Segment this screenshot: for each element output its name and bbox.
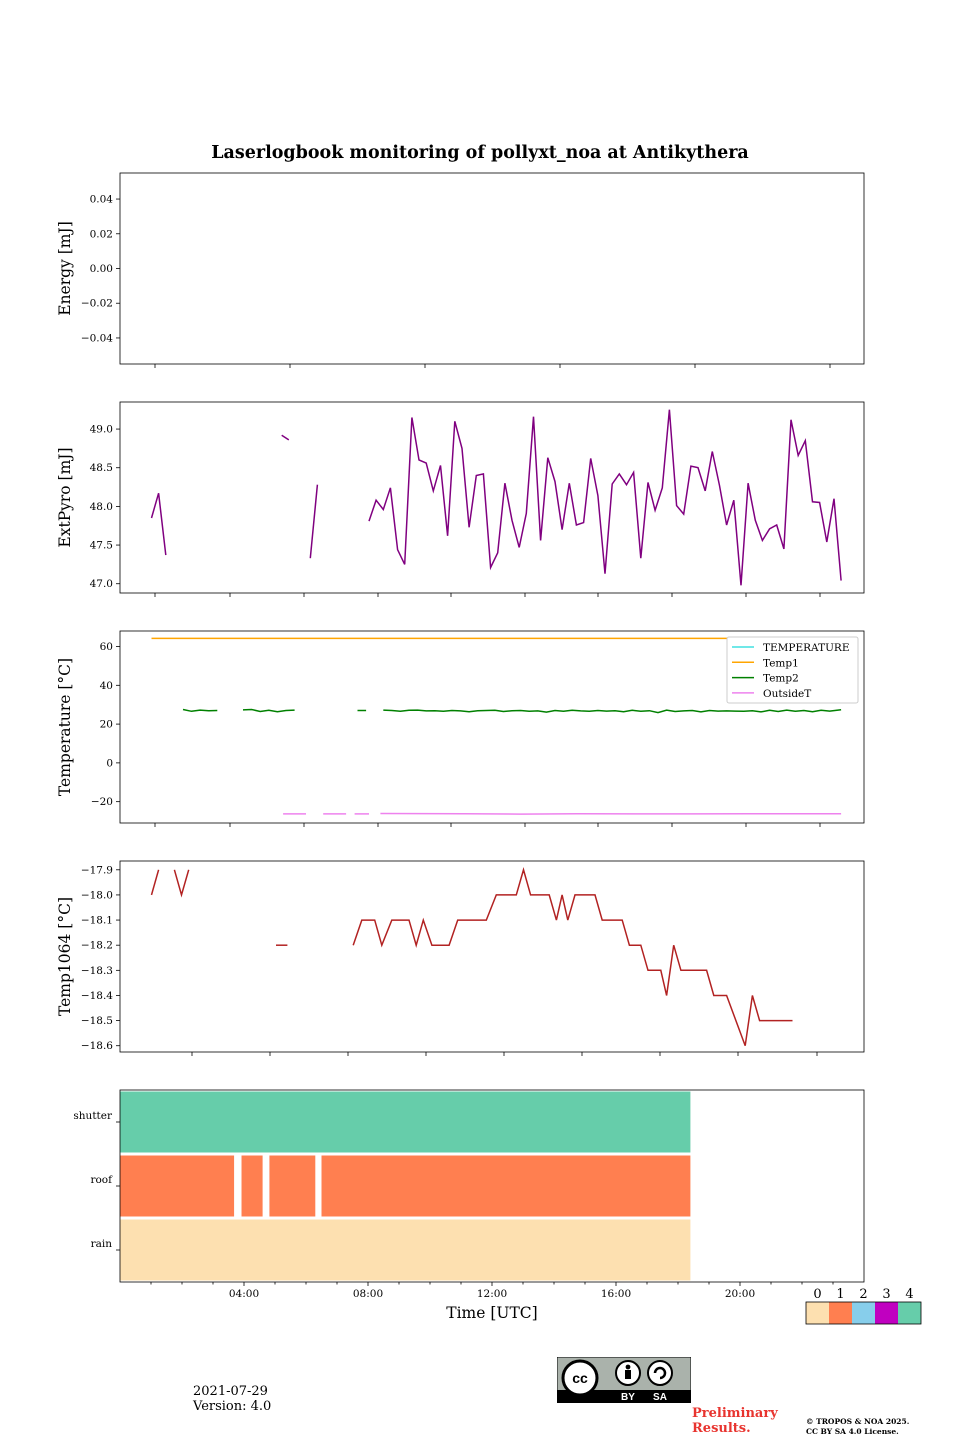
figure-title: Laserlogbook monitoring of pollyxt_noa a… [211,143,749,163]
preliminary-note: Preliminary Results. [692,1406,778,1436]
ytick-label-temp1064-5: −18.1 [81,915,113,927]
xtick-label-3: 16:00 [601,1288,631,1300]
ylabel-energy: Energy [mJ] [56,221,74,316]
colorbar-cell-4 [898,1302,921,1324]
colorbar-label-4: 4 [905,1287,913,1302]
row-label-shutter: shutter [73,1110,113,1122]
colorbar-label-2: 2 [859,1287,867,1302]
row-label-roof: roof [90,1174,113,1186]
status-cell-roof-0 [120,1155,235,1217]
subplot-temperature: −20 0 20 40 60 Temperature [°C] TEMPERATURE Tem… [56,630,865,827]
series-extpyro-segment-0 [150,492,167,556]
status-cell-roof-3 [321,1155,691,1217]
status-cell-roof-1 [241,1155,263,1217]
subplot-energy: −0.04 −0.02 0.00 0.02 0.04 Energy [mJ] [56,172,865,368]
legend-entry-0: TEMPERATURE [763,642,850,654]
status-cell-rain [120,1219,691,1281]
ytick-label-temp1064-6: −18.0 [81,889,113,901]
xtick-label-1: 08:00 [353,1288,383,1300]
sa-label: SA [653,1392,667,1403]
series-extpyro-segment-2 [309,484,319,559]
subplot-temp1064: −18.6 −18.5 −18.4 −18.3 −18.2 −18.1 −18.0 −17.9… [56,860,865,1056]
copyright-line-2: CC BY SA 4.0 License. [806,1427,899,1436]
preliminary-line-2: Results. [692,1421,751,1436]
ytick-label-temperature-1: 0 [106,757,113,769]
share-alike-icon [647,1360,673,1386]
series-temp1064-segment-3 [352,867,793,1046]
colorbar-label-0: 0 [813,1287,821,1302]
date-label: 2021-07-29 [193,1384,268,1399]
row-label-rain: rain [91,1238,113,1250]
ytick-label-energy-1: −0.02 [81,298,113,310]
version-label: Version: 4.0 [193,1399,272,1414]
axes-frame-temperature [119,630,865,824]
series-extpyro-segment-3 [368,409,842,586]
legend-box [726,636,859,704]
cc-by-sa-badge[interactable]: cc BY SA [556,1356,692,1404]
ytick-label-extpyro-2: 48.0 [90,501,113,513]
axes-frame-temp1064 [119,860,865,1053]
axes-frame-status [119,1089,865,1283]
axes-frame-extpyro [119,401,865,594]
ytick-label-temperature-0: −20 [91,796,113,808]
ytick-label-extpyro-0: 47.0 [90,578,113,590]
ytick-label-temp1064-0: −18.6 [81,1040,113,1052]
series-outsidet-segment-3 [380,812,842,815]
ytick-label-energy-2: 0.00 [90,263,113,275]
series-extpyro-segment-1 [281,434,290,441]
ytick-label-temperature-4: 60 [100,641,113,653]
footer-info: 2021-07-29 Version: 4.0 [193,1384,271,1414]
status-cell-shutter [120,1091,691,1153]
ylabel-extpyro: ExtPyro [mJ] [56,447,74,547]
colorbar-label-1: 1 [836,1287,844,1302]
ytick-label-energy-4: 0.04 [90,194,114,206]
colorbar-cell-1 [829,1302,852,1324]
subplot-status: shutter roof rain 04:00 08:00 12:00 16:00 20:00… [73,1089,865,1322]
series-temp1064-segment-1 [173,869,190,898]
ytick-label-extpyro-4: 49.0 [90,424,113,436]
ytick-label-temperature-3: 40 [100,680,113,692]
ylabel-temp1064: Temp1064 [°C] [56,897,74,1016]
ytick-label-extpyro-1: 47.5 [90,540,113,552]
series-temp2-segment-0 [182,708,218,713]
legend-entry-1: Temp1 [763,657,799,669]
series-temp2-segment-3 [383,708,842,714]
ytick-label-temp1064-1: −18.5 [81,1015,113,1027]
ylabel-temperature: Temperature [°C] [56,658,74,796]
series-temp1064-segment-0 [150,869,160,896]
cc-icon-label: cc [572,1370,588,1386]
xtick-label-2: 12:00 [477,1288,507,1300]
colorbar-label-3: 3 [882,1287,890,1302]
xtick-label-4: 20:00 [725,1288,755,1300]
ytick-label-temp1064-4: −18.2 [81,940,113,952]
status-cell-roof-2 [269,1155,316,1217]
ytick-label-energy-0: −0.04 [81,332,113,344]
xlabel: Time [UTC] [446,1304,537,1322]
copyright-line-1: © TROPOS & NOA 2025. [806,1417,910,1426]
colorbar-cell-2 [852,1302,875,1324]
ytick-label-temp1064-7: −17.9 [81,864,113,876]
legend-entry-3: OutsideT [763,688,811,700]
ytick-label-energy-3: 0.02 [90,228,113,240]
axes-frame-energy [119,172,865,365]
series-temp2-segment-1 [242,708,295,713]
cc-icon [561,1359,599,1397]
copyright-note: © TROPOS & NOA 2025. CC BY SA 4.0 Licens… [806,1417,909,1437]
legend-entry-2: Temp2 [763,673,799,685]
by-label: BY [621,1392,635,1403]
colorbar-cell-0 [806,1302,829,1324]
colorbar-cell-3 [875,1302,898,1324]
ytick-label-extpyro-3: 48.5 [90,462,113,474]
ytick-label-temp1064-2: −18.4 [81,990,113,1002]
ytick-label-temp1064-3: −18.3 [81,965,113,977]
colorbar-frame [805,1301,922,1325]
ytick-label-temperature-2: 20 [100,719,113,731]
subplot-extpyro: 47.0 47.5 48.0 48.5 49.0 ExtPyro [mJ] [56,401,865,597]
xtick-label-0: 04:00 [229,1288,259,1300]
preliminary-line-1: Preliminary [692,1406,778,1421]
